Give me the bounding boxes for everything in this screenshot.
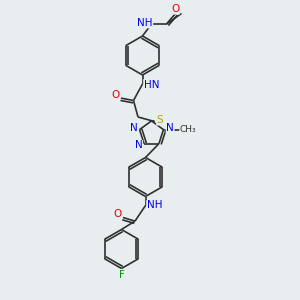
Text: N: N xyxy=(166,123,174,133)
Text: NH: NH xyxy=(137,18,153,28)
Text: NH: NH xyxy=(147,200,162,211)
Text: HN: HN xyxy=(144,80,159,90)
Text: O: O xyxy=(171,4,180,14)
Text: F: F xyxy=(118,270,124,280)
Text: N: N xyxy=(135,140,142,151)
Text: S: S xyxy=(157,115,163,125)
Text: CH₃: CH₃ xyxy=(180,125,196,134)
Text: O: O xyxy=(111,90,120,100)
Text: N: N xyxy=(130,123,138,133)
Text: O: O xyxy=(113,209,122,219)
